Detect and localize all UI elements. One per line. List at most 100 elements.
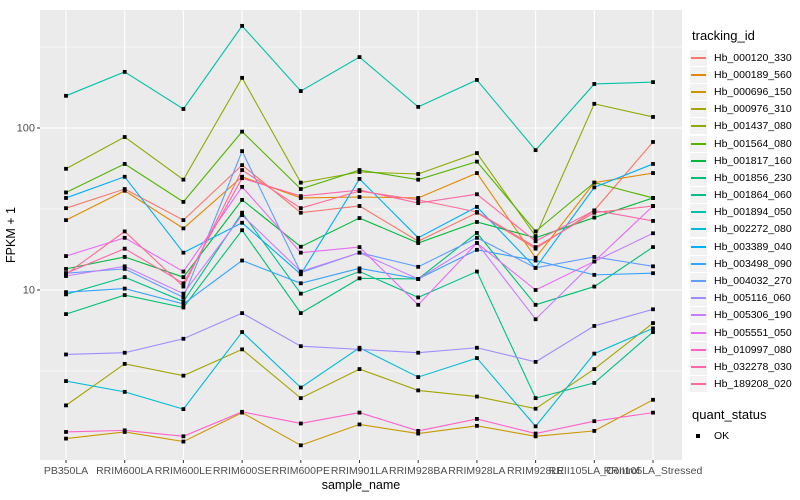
data-point <box>651 410 655 415</box>
data-point <box>122 350 127 355</box>
data-point <box>592 210 597 215</box>
data-point <box>475 192 479 197</box>
legend-key-line-icon <box>690 238 707 255</box>
data-point <box>475 220 479 224</box>
legend-items: Hb_000120_330 Hb_000189_560 Hb_000696_150 H… <box>690 49 800 393</box>
legend-item-label: Hb_002272_080 <box>714 223 792 236</box>
data-point <box>357 347 362 352</box>
data-point <box>357 422 362 427</box>
data-point <box>64 430 68 434</box>
legend-key-line-icon <box>690 49 707 66</box>
legend-item-Hb_005116_060: Hb_005116_060 <box>690 290 800 307</box>
data-point <box>64 290 68 295</box>
data-point <box>357 367 362 371</box>
data-point <box>533 359 538 364</box>
data-point <box>240 149 244 154</box>
x-tick-label: RRIM901LA <box>331 465 388 477</box>
data-point <box>64 190 68 195</box>
data-point <box>592 284 597 289</box>
data-point <box>357 204 362 208</box>
data-point <box>240 347 244 352</box>
data-point <box>298 269 303 274</box>
legend-item-label: Hb_000189_560 <box>714 68 792 81</box>
legend-item-label: Hb_005551_050 <box>714 326 792 339</box>
data-point <box>298 443 303 448</box>
data-point <box>122 188 127 193</box>
data-point <box>298 244 303 249</box>
data-point <box>533 148 538 153</box>
data-point <box>533 265 538 270</box>
data-point <box>64 312 68 316</box>
data-point <box>416 428 421 433</box>
data-point <box>651 330 655 334</box>
data-point <box>533 396 538 401</box>
legend-item-label: Hb_000120_330 <box>714 51 792 64</box>
data-point <box>475 151 479 155</box>
data-point <box>240 311 244 316</box>
data-point <box>64 206 68 211</box>
legend-item-Hb_000976_310: Hb_000976_310 <box>690 101 800 118</box>
legend-item-Hb_001894_050: Hb_001894_050 <box>690 204 800 221</box>
data-point <box>533 288 538 292</box>
legend-item-label: Hb_003498_090 <box>714 257 792 270</box>
data-point <box>181 407 186 411</box>
data-point <box>475 231 479 235</box>
data-point <box>592 272 597 277</box>
data-point <box>240 176 244 181</box>
x-tick-label: RRII105LA_Control <box>549 465 640 477</box>
legend-item-Hb_189208_020: Hb_189208_020 <box>690 376 800 393</box>
data-point <box>651 231 655 236</box>
data-point <box>475 394 479 399</box>
data-point <box>533 434 538 439</box>
data-point <box>416 104 421 109</box>
x-tick-label: RRIM600LA <box>96 465 153 477</box>
data-point <box>533 431 538 436</box>
legend-item-label: Hb_001864_060 <box>714 189 792 202</box>
data-point <box>298 385 303 390</box>
data-point <box>240 258 244 263</box>
legend-item-Hb_000120_330: Hb_000120_330 <box>690 49 800 66</box>
quant-status-legend-title: quant_status <box>692 406 767 422</box>
data-point <box>416 201 421 205</box>
data-point <box>533 239 538 244</box>
data-point <box>181 291 186 296</box>
data-point <box>357 170 362 174</box>
data-point <box>240 220 244 225</box>
legend-title: tracking_id <box>692 28 755 43</box>
data-point <box>357 189 362 193</box>
legend-item-Hb_001564_080: Hb_001564_080 <box>690 135 800 152</box>
data-point <box>298 344 303 349</box>
data-point <box>357 195 362 199</box>
legend-item-Hb_001856_230: Hb_001856_230 <box>690 169 800 186</box>
data-point <box>64 166 68 171</box>
legend-key-line-icon <box>690 376 707 393</box>
data-point <box>181 336 186 341</box>
y-axis-title: FPKM + 1 <box>4 207 18 263</box>
data-point <box>64 93 68 98</box>
legend-item-Hb_003389_040: Hb_003389_040 <box>690 238 800 255</box>
legend-item-label: Hb_001817_160 <box>714 154 792 167</box>
data-point <box>651 321 655 325</box>
data-point <box>122 264 127 269</box>
data-point <box>651 307 655 312</box>
legend: tracking_id Hb_000120_330 Hb_000189_560 Hb… <box>690 28 800 445</box>
data-point <box>122 162 127 166</box>
legend-item-label: Hb_001437_080 <box>714 120 792 133</box>
data-point <box>357 269 362 274</box>
data-point <box>357 245 362 249</box>
data-point <box>122 275 127 280</box>
legend-item-label: Hb_003389_040 <box>714 240 792 253</box>
data-point <box>181 218 186 223</box>
data-point <box>298 210 303 215</box>
y-tick-label: 10 <box>23 285 35 297</box>
data-point <box>298 291 303 296</box>
data-point <box>181 226 186 231</box>
data-point <box>122 135 127 139</box>
data-point <box>64 196 68 200</box>
data-point <box>122 361 127 366</box>
data-point <box>240 210 244 215</box>
data-point <box>416 295 421 300</box>
data-point <box>240 197 244 202</box>
data-point <box>64 436 68 441</box>
x-tick-label: RRIM600LE <box>155 465 212 477</box>
